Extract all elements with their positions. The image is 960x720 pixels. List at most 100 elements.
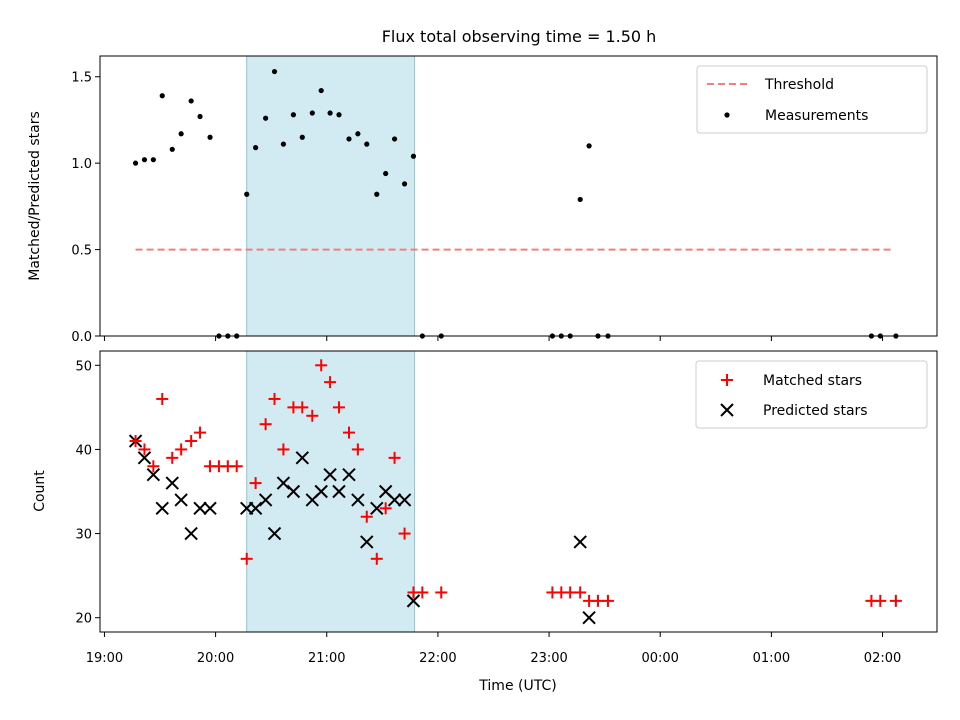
matched-stars-point	[564, 586, 577, 599]
predicted-stars-point	[397, 493, 412, 507]
predicted-stars-stroke	[342, 467, 356, 482]
measurement-point	[253, 145, 259, 151]
predicted-stars-point	[286, 484, 301, 499]
predicted-stars-point	[387, 493, 402, 507]
bottom-y-tick-label: 50	[75, 359, 92, 374]
legend-matched-label: Matched stars	[763, 373, 862, 389]
x-axis-label: Time (UTC)	[478, 678, 556, 694]
predicted-stars-point	[184, 526, 198, 541]
top-y-tick-label: 1.0	[71, 157, 92, 172]
predicted-stars-stroke	[295, 451, 310, 465]
matched-stars-point	[259, 418, 272, 431]
legend-matched-swatch	[721, 374, 733, 386]
x-tick-label: 23:00	[530, 651, 567, 666]
predicted-stars-point	[323, 467, 337, 482]
predicted-stars-stroke	[203, 501, 217, 516]
predicted-stars-stroke	[360, 535, 374, 549]
matched-stars-point	[315, 359, 328, 372]
top-plot-frame	[99, 55, 938, 337]
matched-stars-point	[370, 552, 383, 565]
matched-stars-point	[129, 435, 142, 448]
predicted-stars-point	[360, 535, 374, 549]
matched-stars-point	[332, 401, 345, 414]
predicted-stars-point	[155, 501, 169, 516]
matched-stars-point	[388, 451, 401, 464]
matched-stars-point	[230, 460, 243, 473]
matched-stars-point	[194, 426, 207, 439]
matched-stars-point	[591, 594, 604, 607]
matched-stars-point	[166, 451, 179, 464]
predicted-stars-point	[370, 501, 384, 516]
top-panel: 0.0 0.5 1.0 1.5 Matched/Predicted stars Thr…	[27, 55, 938, 345]
measurement-point	[327, 110, 333, 116]
x-tick-label: 21:00	[308, 651, 345, 666]
predicted-stars-point	[137, 451, 152, 465]
measurement-point	[401, 181, 408, 187]
legend-predicted-swatch	[720, 403, 734, 417]
bottom-legend-box	[695, 360, 928, 429]
measurement-point	[197, 113, 203, 120]
predicted-stars-stroke	[323, 467, 337, 482]
measurement-point	[280, 141, 287, 147]
predicted-stars-stroke	[397, 493, 412, 507]
measurement-point	[290, 112, 297, 118]
predicted-stars-stroke	[332, 484, 346, 499]
matched-stars-point	[435, 586, 448, 599]
measurement-point	[299, 134, 305, 140]
matched-stars-point	[889, 594, 902, 607]
predicted-stars-point	[203, 501, 217, 516]
bottom-y-tick-label: 30	[75, 528, 92, 543]
matched-stars-point	[398, 527, 411, 540]
predicted-stars-stroke	[573, 535, 587, 549]
predicted-stars-stroke	[276, 476, 291, 490]
measurement-point	[244, 191, 250, 197]
legend-threshold-label: Threshold	[764, 77, 834, 93]
predicted-stars-point	[248, 501, 263, 516]
matched-stars-point	[175, 443, 188, 456]
matched-stars-point	[138, 443, 151, 456]
measurement-point	[586, 143, 592, 149]
measurement-point	[336, 112, 342, 118]
predicted-stars-point	[165, 476, 179, 490]
measurement-point	[271, 68, 278, 75]
top-legend: Threshold Measurements	[696, 65, 928, 134]
x-tick-label: 01:00	[753, 651, 790, 666]
predicted-stars-point	[351, 493, 365, 507]
predicted-stars-stroke	[165, 476, 179, 490]
predicted-stars-point	[193, 501, 207, 516]
predicted-stars-stroke	[137, 451, 152, 465]
matched-stars-point	[416, 586, 429, 599]
matched-stars-point	[277, 443, 290, 456]
top-y-tick-label: 0.5	[71, 244, 92, 259]
predicted-stars-stroke	[378, 484, 393, 499]
matched-stars-point	[574, 586, 587, 599]
matched-stars-point	[156, 392, 169, 405]
measurement-point	[263, 115, 269, 121]
measurement-point	[391, 136, 398, 142]
measurement-point	[577, 196, 583, 203]
measurement-point	[383, 170, 389, 177]
measurement-point	[364, 141, 370, 147]
measurement-point	[346, 136, 352, 142]
measurement-point	[410, 153, 417, 159]
predicted-stars-point	[314, 484, 328, 499]
predicted-stars-point	[276, 476, 291, 490]
measurement-point	[355, 131, 361, 137]
bottom-panel: 20 30 40 50 19:00 20:00 21:00 22:00 23:00 00:00 0…	[32, 350, 938, 694]
bottom-legend: Matched stars Predicted stars	[695, 360, 928, 429]
predicted-stars-stroke	[155, 501, 169, 516]
matched-stars-point	[249, 477, 262, 490]
chart-title: Flux total observing time = 1.50 h	[382, 27, 657, 46]
predicted-stars-stroke	[267, 526, 282, 541]
predicted-stars-stroke	[193, 501, 207, 516]
matched-stars-point	[268, 392, 281, 405]
bottom-y-tick-label: 40	[75, 443, 92, 458]
x-tick-label: 19:00	[86, 651, 123, 666]
measurement-point	[159, 93, 165, 99]
predicted-stars-stroke	[248, 501, 263, 516]
predicted-stars-stroke	[406, 594, 421, 608]
bottom-y-axis-label: Count	[32, 470, 48, 512]
measurement-point	[178, 131, 184, 137]
predicted-stars-point	[406, 594, 421, 608]
predicted-stars-stroke	[286, 484, 301, 499]
